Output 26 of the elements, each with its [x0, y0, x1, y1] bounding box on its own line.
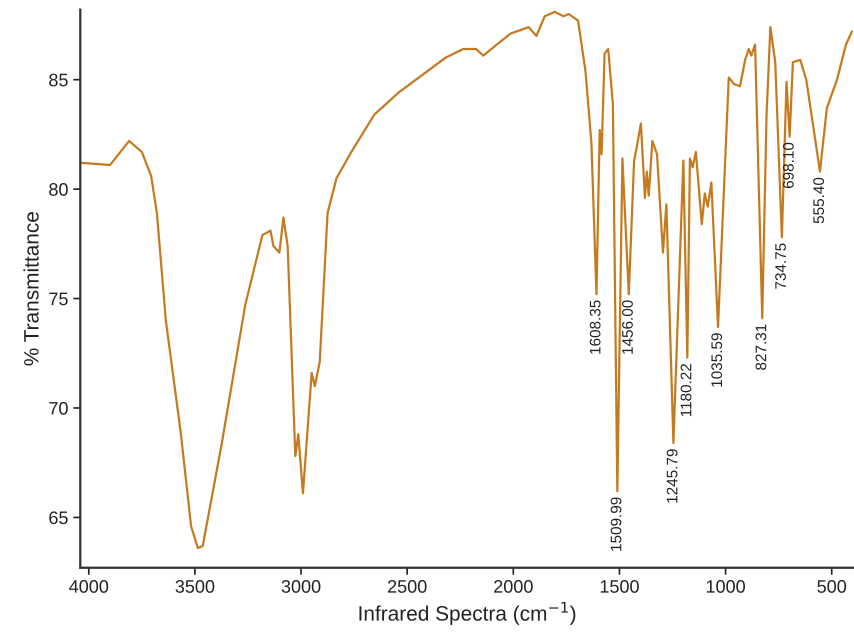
annotation: 1245.79: [666, 449, 678, 503]
annotation: 1509.99: [610, 497, 622, 551]
x-tick-label: 2000: [494, 580, 533, 593]
y-tick-label: 85: [49, 74, 68, 86]
x-tick-label: 1000: [706, 580, 745, 593]
annotation: 555.40: [813, 178, 824, 224]
x-tick-label: 3500: [176, 580, 214, 593]
annotation: 1608.35: [590, 300, 601, 354]
annotation: 1180.22: [680, 364, 692, 416]
x-tick-label: 4000: [69, 580, 108, 593]
annotation: 827.31: [756, 324, 766, 370]
x-tick-label: 500: [817, 580, 846, 593]
y-tick-label: 80: [49, 183, 68, 196]
x-tick-label: 1500: [600, 580, 639, 593]
y-axis-title: % Transmittance: [23, 212, 39, 366]
line-series: [80, 10, 853, 550]
x-tick-label: 3000: [282, 580, 320, 593]
annotation: 734.75: [775, 243, 786, 289]
y-tick-label: 65: [49, 511, 68, 524]
y-tick-label: 70: [49, 402, 68, 415]
annotation: 698.10: [782, 142, 794, 188]
x-axis-title: Infrared Spectra (cm$^{−1}$): [359, 602, 576, 625]
annotation: 1456.00: [622, 300, 633, 354]
x-tick-label: 2500: [388, 580, 427, 593]
annotation: 1035.59: [711, 333, 722, 387]
y-tick-label: 75: [49, 292, 68, 306]
